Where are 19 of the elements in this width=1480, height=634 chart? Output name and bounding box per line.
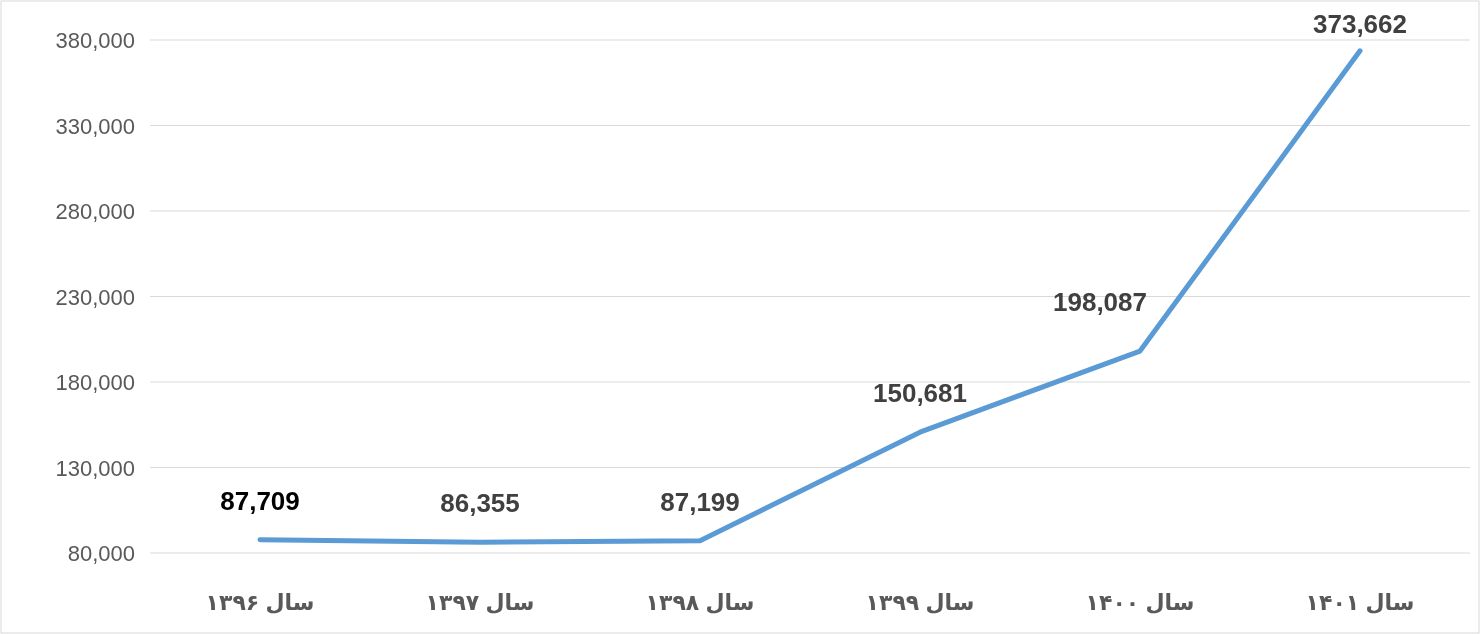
- data-label: 373,662: [1313, 8, 1407, 39]
- data-label: 87,709: [220, 485, 300, 516]
- x-tick-label: سال ۱۴۰۱: [1305, 590, 1415, 615]
- y-tick-label: 180,000: [55, 370, 135, 395]
- y-tick-label: 380,000: [55, 28, 135, 53]
- x-tick-label: سال ۱۳۹۸: [645, 590, 755, 615]
- y-tick-label: 230,000: [55, 284, 135, 310]
- x-tick-label: سال ۱۴۰۰: [1085, 590, 1195, 615]
- y-tick-label: 280,000: [55, 199, 135, 224]
- y-tick-label: 80,000: [67, 541, 135, 566]
- x-tick-label: سال ۱۳۹۹: [865, 590, 975, 615]
- x-tick-label: سال ۱۳۹۶: [205, 590, 315, 615]
- data-label: 87,199: [660, 486, 740, 517]
- y-tick-label: 330,000: [55, 113, 135, 139]
- x-tick-label: سال ۱۳۹۷: [425, 590, 535, 615]
- data-label: 150,681: [873, 378, 967, 409]
- data-label: 86,355: [440, 488, 520, 519]
- data-label: 198,087: [1053, 287, 1147, 318]
- y-tick-label: 130,000: [55, 455, 135, 481]
